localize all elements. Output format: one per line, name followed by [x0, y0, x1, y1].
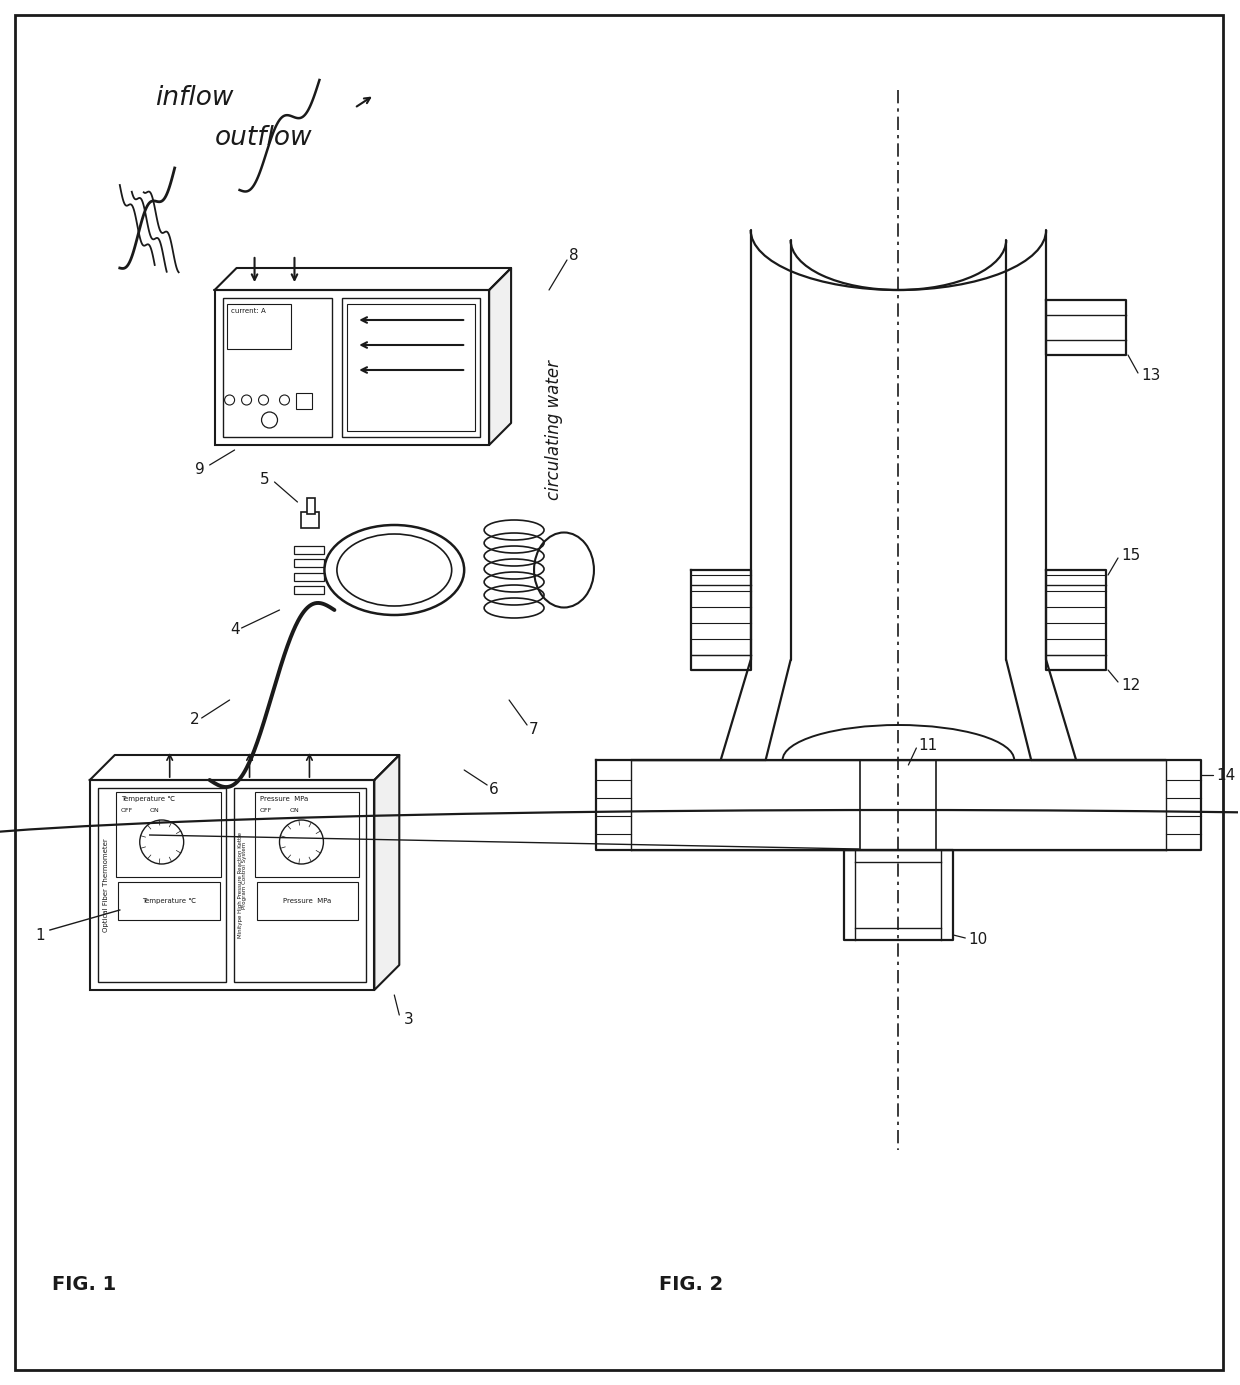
Text: OFF: OFF: [259, 807, 272, 813]
Polygon shape: [1047, 301, 1126, 355]
Text: 1: 1: [35, 928, 45, 943]
Polygon shape: [89, 755, 399, 780]
Text: Program Control System: Program Control System: [242, 841, 247, 909]
Polygon shape: [843, 850, 954, 940]
Text: 2: 2: [190, 712, 200, 727]
Text: 6: 6: [489, 783, 498, 798]
Bar: [257, 882, 358, 920]
Text: Pressure  MPa: Pressure MPa: [283, 897, 331, 904]
Bar: [342, 298, 480, 438]
Polygon shape: [489, 269, 511, 445]
Bar: [294, 586, 325, 594]
Bar: [308, 499, 315, 514]
Text: Optical Fiber Thermometer: Optical Fiber Thermometer: [103, 838, 109, 932]
Text: Pressure  MPa: Pressure MPa: [259, 796, 308, 802]
Polygon shape: [215, 269, 511, 289]
Bar: [118, 882, 219, 920]
Text: 14: 14: [1216, 767, 1235, 783]
Text: 12: 12: [1121, 677, 1141, 692]
Text: 15: 15: [1121, 547, 1141, 562]
Bar: [254, 792, 360, 877]
Text: OFF: OFF: [120, 807, 133, 813]
Bar: [227, 303, 291, 349]
Text: 9: 9: [195, 463, 205, 478]
Text: 8: 8: [569, 248, 579, 263]
Bar: [294, 573, 325, 580]
Polygon shape: [596, 760, 1200, 850]
Bar: [223, 298, 332, 438]
Text: 4: 4: [229, 622, 239, 637]
Text: 5: 5: [260, 472, 269, 488]
Bar: [301, 512, 320, 528]
Text: Temperature ℃: Temperature ℃: [120, 796, 175, 802]
Text: 10: 10: [968, 932, 987, 947]
Text: 11: 11: [919, 737, 937, 752]
Bar: [347, 303, 475, 431]
Bar: [98, 788, 226, 982]
Bar: [294, 546, 325, 554]
Text: inflow: inflow: [155, 84, 233, 111]
Polygon shape: [374, 755, 399, 990]
Bar: [89, 780, 374, 990]
Text: ON: ON: [150, 807, 160, 813]
Polygon shape: [691, 571, 750, 670]
Text: 13: 13: [1141, 367, 1161, 382]
Text: ON: ON: [289, 807, 299, 813]
Bar: [215, 289, 489, 445]
Polygon shape: [1047, 571, 1106, 670]
Text: current: A: current: A: [231, 307, 265, 314]
Text: Temperature ℃: Temperature ℃: [141, 897, 196, 904]
Text: FIG. 2: FIG. 2: [658, 1276, 723, 1294]
Bar: [296, 393, 312, 409]
Bar: [233, 788, 366, 982]
Text: FIG. 1: FIG. 1: [52, 1276, 117, 1294]
Text: Minitype High Pressure Reaction Kettle: Minitype High Pressure Reaction Kettle: [238, 832, 243, 938]
Bar: [115, 792, 221, 877]
Text: outflow: outflow: [215, 125, 312, 151]
Text: 3: 3: [404, 1012, 414, 1028]
Bar: [294, 560, 325, 566]
Text: circulating water: circulating water: [546, 360, 563, 500]
Text: 7: 7: [529, 723, 538, 737]
